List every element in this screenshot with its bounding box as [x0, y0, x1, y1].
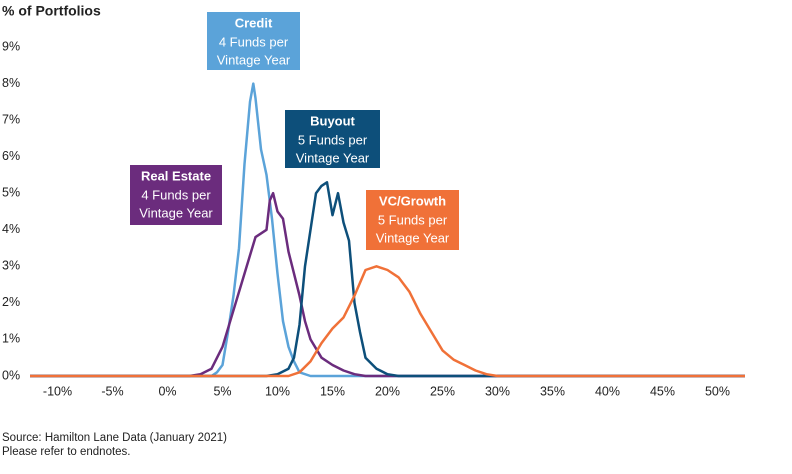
- note: Please refer to endnotes.: [2, 446, 131, 458]
- annotation: Real Estate 4 Funds per Vintage Year: [130, 165, 222, 225]
- y-tick-label: 4%: [2, 222, 20, 236]
- x-tick-label: 35%: [540, 384, 565, 398]
- x-tick-label: 10%: [265, 384, 290, 398]
- annotation-line: Vintage Year: [376, 230, 450, 245]
- y-tick-label: 0%: [2, 368, 20, 382]
- y-axis-title: % of Portfolios: [2, 3, 101, 19]
- y-tick-label: 5%: [2, 186, 20, 200]
- annotation-line: 5 Funds per: [378, 212, 448, 227]
- y-tick-label: 6%: [2, 149, 20, 163]
- annotation-line: 4 Funds per: [219, 34, 289, 49]
- annotation: Credit 4 Funds per Vintage Year: [207, 12, 300, 70]
- x-tick-label: -5%: [101, 384, 123, 398]
- annotation-title: VC/Growth: [379, 193, 446, 208]
- annotation-line: 5 Funds per: [298, 132, 368, 147]
- annotation-box: [285, 110, 380, 168]
- annotation: VC/Growth 5 Funds per Vintage Year: [366, 190, 459, 250]
- annotation-title: Real Estate: [141, 168, 211, 183]
- y-tick-label: 9%: [2, 39, 20, 53]
- annotation-line: Vintage Year: [217, 52, 291, 67]
- annotation-line: Vintage Year: [296, 150, 370, 165]
- y-tick-label: 7%: [2, 112, 20, 126]
- annotation-line: 4 Funds per: [141, 187, 211, 202]
- x-tick-label: 0%: [158, 384, 176, 398]
- x-tick-label: 25%: [430, 384, 455, 398]
- y-tick-label: 8%: [2, 76, 20, 90]
- annotation-box: [207, 12, 300, 70]
- annotation-box: [366, 190, 459, 250]
- annotation: Buyout 5 Funds per Vintage Year: [285, 110, 380, 168]
- x-tick-label: 15%: [320, 384, 345, 398]
- series-line: [30, 181, 745, 378]
- x-tick-label: 5%: [213, 384, 231, 398]
- annotation-title: Credit: [235, 15, 273, 30]
- x-tick-label: 20%: [375, 384, 400, 398]
- y-tick-label: 3%: [2, 259, 20, 273]
- x-tick-label: 30%: [485, 384, 510, 398]
- source: Source: Hamilton Lane Data (January 2021…: [2, 432, 227, 444]
- annotation-box: [130, 165, 222, 225]
- x-tick-label: 45%: [650, 384, 675, 398]
- y-tick-label: 2%: [2, 295, 20, 309]
- annotation-title: Buyout: [310, 113, 355, 128]
- x-tick-label: 50%: [705, 384, 730, 398]
- series-line: [30, 265, 745, 378]
- series-line: [30, 82, 745, 378]
- y-tick-label: 1%: [2, 332, 20, 346]
- x-tick-label: -10%: [43, 384, 72, 398]
- annotation-line: Vintage Year: [139, 205, 213, 220]
- x-tick-label: 40%: [595, 384, 620, 398]
- series-line: [30, 191, 745, 378]
